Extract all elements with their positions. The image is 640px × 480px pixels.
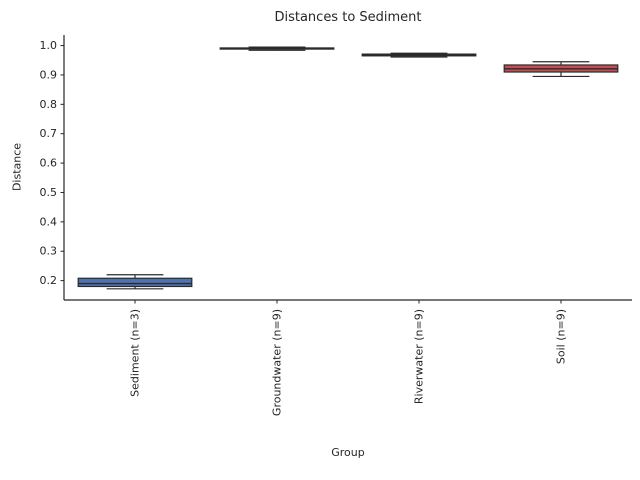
box-sediment-n-3 (77, 277, 193, 288)
chart-title: Distances to Sediment (274, 10, 422, 25)
y-tick-label: 0.7 (40, 127, 58, 140)
box-group-sediment-n-3: Sediment (n=3) (77, 274, 193, 397)
y-tick-label: 0.3 (40, 245, 58, 258)
x-tick-label: Riverwater (n=9) (413, 309, 426, 404)
x-tick-label: Groundwater (n=9) (271, 309, 284, 416)
x-tick-label: Sediment (n=3) (129, 309, 142, 397)
y-tick-label: 0.5 (40, 186, 58, 199)
y-tick-label: 1.0 (40, 39, 58, 52)
y-tick-label: 0.9 (40, 68, 58, 81)
box-group-groundwater-n-9: Groundwater (n=9) (219, 46, 335, 416)
box-group-soil-n-9: Soil (n=9) (503, 61, 619, 364)
y-tick-label: 0.4 (40, 215, 58, 228)
y-tick-label: 0.6 (40, 157, 58, 170)
y-axis-label: Distance (10, 142, 24, 192)
y-tick-label: 0.8 (40, 98, 58, 111)
x-tick-label: Soil (n=9) (555, 309, 568, 364)
x-axis-label: Group (331, 446, 365, 459)
y-tick-label: 0.2 (40, 274, 58, 287)
box-group-riverwater-n-9: Riverwater (n=9) (361, 52, 477, 404)
